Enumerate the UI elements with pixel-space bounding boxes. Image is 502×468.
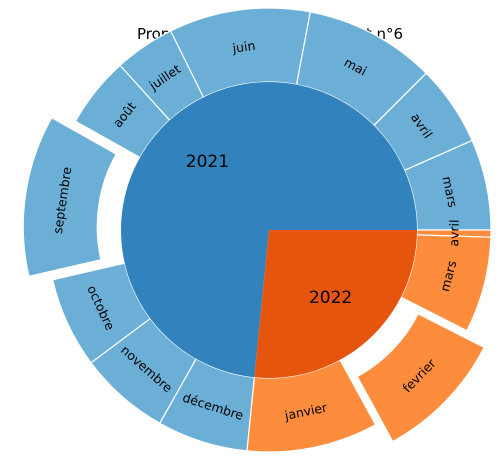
- inner-label-2021: 2021: [186, 152, 229, 172]
- outer-label-juin-2021: juin: [231, 38, 257, 56]
- inner-ring: [121, 82, 417, 378]
- outer-label-avril-2022: avril: [446, 219, 461, 246]
- inner-label-2022: 2022: [309, 288, 352, 308]
